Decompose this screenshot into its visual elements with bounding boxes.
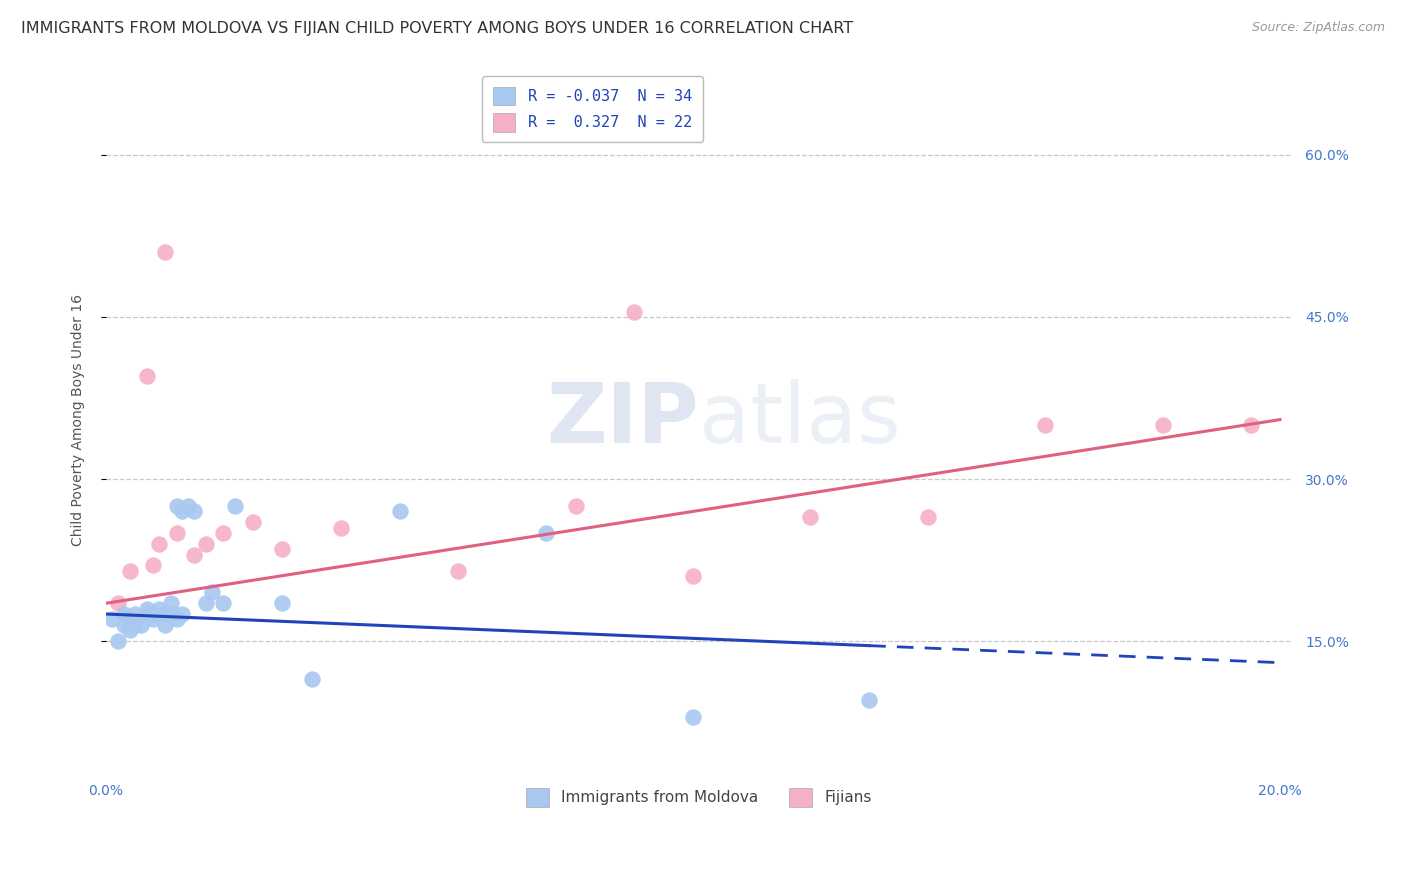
Point [166, 526, 188, 541]
Point [1033, 417, 1056, 432]
Point [129, 618, 152, 632]
Point [858, 693, 880, 707]
Point [124, 618, 146, 632]
Point [136, 369, 159, 384]
Point [148, 537, 170, 551]
Point [118, 564, 141, 578]
Point [388, 504, 411, 518]
Point [159, 596, 181, 610]
Point [212, 526, 235, 541]
Point [153, 607, 176, 621]
Point [329, 521, 352, 535]
Point [682, 569, 704, 583]
Point [153, 245, 176, 260]
Point [1240, 417, 1263, 432]
Point [301, 672, 323, 686]
Point [136, 607, 159, 621]
Text: Source: ZipAtlas.com: Source: ZipAtlas.com [1251, 21, 1385, 34]
Point [447, 564, 470, 578]
Point [682, 709, 704, 723]
Point [623, 304, 645, 318]
Point [101, 612, 124, 626]
Text: atlas: atlas [699, 379, 901, 460]
Point [124, 607, 146, 621]
Point [224, 499, 246, 513]
Point [177, 499, 200, 513]
Point [194, 537, 217, 551]
Point [201, 585, 224, 599]
Point [536, 526, 558, 541]
Point [172, 607, 194, 621]
Point [148, 601, 170, 615]
Point [242, 515, 264, 529]
Point [118, 624, 141, 638]
Point [183, 548, 205, 562]
Point [136, 601, 159, 615]
Point [194, 596, 217, 610]
Point [564, 499, 586, 513]
Text: IMMIGRANTS FROM MOLDOVA VS FIJIAN CHILD POVERTY AMONG BOYS UNDER 16 CORRELATION : IMMIGRANTS FROM MOLDOVA VS FIJIAN CHILD … [21, 21, 853, 36]
Point [271, 596, 294, 610]
Point [107, 596, 129, 610]
Text: ZIP: ZIP [547, 379, 699, 460]
Point [107, 634, 129, 648]
Y-axis label: Child Poverty Among Boys Under 16: Child Poverty Among Boys Under 16 [72, 293, 86, 546]
Point [112, 607, 135, 621]
Point [166, 499, 188, 513]
Legend: Immigrants from Moldova, Fijians: Immigrants from Moldova, Fijians [517, 779, 880, 815]
Point [166, 612, 188, 626]
Point [153, 618, 176, 632]
Point [799, 509, 821, 524]
Point [142, 612, 165, 626]
Point [212, 596, 235, 610]
Point [159, 607, 181, 621]
Point [112, 618, 135, 632]
Point [118, 612, 141, 626]
Point [183, 504, 205, 518]
Point [271, 542, 294, 557]
Point [142, 558, 165, 573]
Point [172, 504, 194, 518]
Point [917, 509, 939, 524]
Point [142, 607, 165, 621]
Point [1152, 417, 1174, 432]
